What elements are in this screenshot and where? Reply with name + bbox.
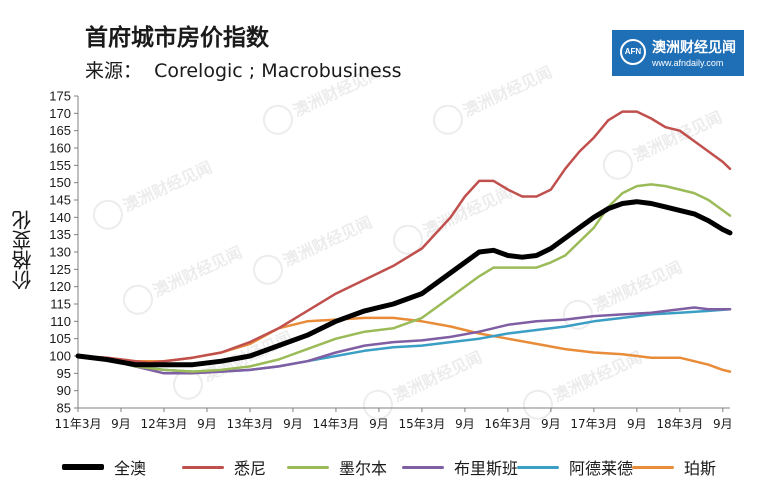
legend-swatch bbox=[182, 465, 224, 469]
y-tick-label: 155 bbox=[49, 158, 71, 173]
x-tick-label: 15年3月 bbox=[398, 417, 445, 431]
watermark-badge bbox=[252, 254, 283, 285]
y-tick-label: 95 bbox=[57, 366, 71, 381]
x-tick-label: 14年3月 bbox=[312, 417, 359, 431]
x-tick-label: 17年3月 bbox=[570, 417, 617, 431]
y-tick-label: 170 bbox=[49, 106, 71, 121]
chart-source: 来源： Corelogic ; Macrobusiness bbox=[85, 60, 402, 82]
legend-swatch bbox=[517, 465, 559, 469]
x-tick-label: 9月 bbox=[541, 417, 561, 431]
legend-label: 墨尔本 bbox=[339, 459, 388, 478]
y-tick-label: 135 bbox=[49, 227, 71, 242]
legend-swatch bbox=[632, 465, 674, 469]
watermark-text: 澳洲财经见闻 bbox=[290, 63, 385, 121]
watermark: 澳洲财经见闻 bbox=[92, 158, 215, 230]
legend-item: 布里斯班 bbox=[402, 455, 518, 479]
watermark-badge bbox=[122, 284, 153, 315]
watermark: 澳洲财经见闻 bbox=[432, 63, 555, 135]
watermark-text: 澳洲财经见闻 bbox=[390, 348, 485, 406]
x-tick-label: 16年3月 bbox=[484, 417, 531, 431]
x-tick-label: 13年3月 bbox=[227, 417, 274, 431]
watermark: 澳洲财经见闻 bbox=[392, 183, 515, 255]
watermark-badge bbox=[362, 389, 393, 420]
legend-swatch bbox=[287, 465, 329, 469]
x-tick-label: 9月 bbox=[369, 417, 389, 431]
series-line-1 bbox=[75, 199, 733, 368]
legend-item: 悉尼 bbox=[182, 455, 266, 479]
x-tick-label: 9月 bbox=[455, 417, 475, 431]
y-tick-label: 85 bbox=[57, 401, 71, 416]
chart-title: 首府城市房价指数 bbox=[85, 25, 269, 51]
watermark-text: 澳洲财经见闻 bbox=[460, 63, 555, 121]
y-tick-label: 125 bbox=[49, 262, 71, 277]
legend-label: 布里斯班 bbox=[454, 459, 519, 478]
legend-item: 珀斯 bbox=[632, 455, 716, 479]
watermark-text: 澳洲财经见闻 bbox=[420, 183, 515, 241]
legend-item: 阿德莱德 bbox=[517, 455, 633, 479]
y-tick-label: 140 bbox=[49, 210, 71, 225]
legend-label: 珀斯 bbox=[684, 459, 717, 478]
y-tick-label: 100 bbox=[49, 349, 71, 364]
x-tick-label: 12年3月 bbox=[141, 417, 188, 431]
watermark: 澳洲财经见闻 bbox=[602, 108, 725, 180]
y-tick-label: 120 bbox=[49, 279, 71, 294]
chart-legend: 全澳 悉尼 墨尔本 布里斯班 阿德莱德 珀斯 bbox=[62, 455, 762, 479]
watermark-badge bbox=[432, 104, 463, 135]
series-line-4 bbox=[76, 306, 732, 375]
brand-logo: AFN 澳洲财经见闻 www.afndaily.com bbox=[612, 30, 744, 76]
logo-url: www.afndaily.com bbox=[652, 58, 724, 68]
x-tick-label: 9月 bbox=[111, 417, 131, 431]
legend-swatch bbox=[402, 465, 444, 469]
axes-layer: 85 90 95 100 105 110 115 120 125 130 135 140 145 150 1… bbox=[49, 89, 732, 432]
watermark-badge bbox=[262, 104, 293, 135]
x-tick-label: 9月 bbox=[713, 417, 733, 431]
watermark-badge bbox=[602, 149, 633, 180]
watermark-text: 澳洲财经见闻 bbox=[120, 158, 215, 216]
x-tick-label: 9月 bbox=[283, 417, 303, 431]
watermark-text: 澳洲财经见闻 bbox=[590, 258, 685, 316]
watermark-text: 澳洲财经见闻 bbox=[150, 243, 245, 301]
y-tick-label: 160 bbox=[49, 141, 71, 156]
watermark: 澳洲财经见闻 bbox=[252, 213, 375, 285]
legend-swatch bbox=[62, 464, 104, 470]
watermark-text: 澳洲财经见闻 bbox=[280, 213, 375, 271]
watermark: 澳洲财经见闻 bbox=[562, 258, 685, 330]
y-tick-label: 115 bbox=[50, 297, 71, 312]
series-layer bbox=[75, 110, 733, 375]
y-tick-label: 110 bbox=[50, 314, 71, 329]
x-tick-label: 18年3月 bbox=[656, 417, 703, 431]
x-tick-label: 11年3月 bbox=[55, 417, 102, 431]
legend-item: 墨尔本 bbox=[287, 455, 387, 479]
legend-label: 阿德莱德 bbox=[569, 459, 634, 478]
legend-item: 全澳 bbox=[62, 455, 146, 479]
watermark-badge bbox=[522, 389, 553, 420]
logo-badge: AFN bbox=[620, 39, 646, 65]
y-tick-label: 150 bbox=[49, 175, 71, 190]
y-tick-label: 90 bbox=[57, 383, 71, 398]
watermark: 澳洲财经见闻 bbox=[122, 243, 245, 315]
series-line-2 bbox=[76, 110, 732, 365]
y-tick-label: 175 bbox=[49, 89, 71, 104]
y-tick-label: 145 bbox=[49, 193, 71, 208]
logo-name: 澳洲财经见闻 bbox=[652, 40, 736, 56]
x-tick-label: 9月 bbox=[627, 417, 647, 431]
y-tick-label: 105 bbox=[49, 331, 71, 346]
watermark-badge bbox=[92, 199, 123, 230]
watermark: 澳洲财经见闻 bbox=[262, 63, 385, 135]
legend-label: 悉尼 bbox=[234, 459, 267, 478]
legend-label: 全澳 bbox=[114, 459, 147, 478]
series-line-3 bbox=[76, 183, 732, 373]
x-tick-label: 9月 bbox=[197, 417, 217, 431]
y-tick-label: 165 bbox=[49, 123, 71, 138]
y-tick-label: 130 bbox=[49, 245, 71, 260]
